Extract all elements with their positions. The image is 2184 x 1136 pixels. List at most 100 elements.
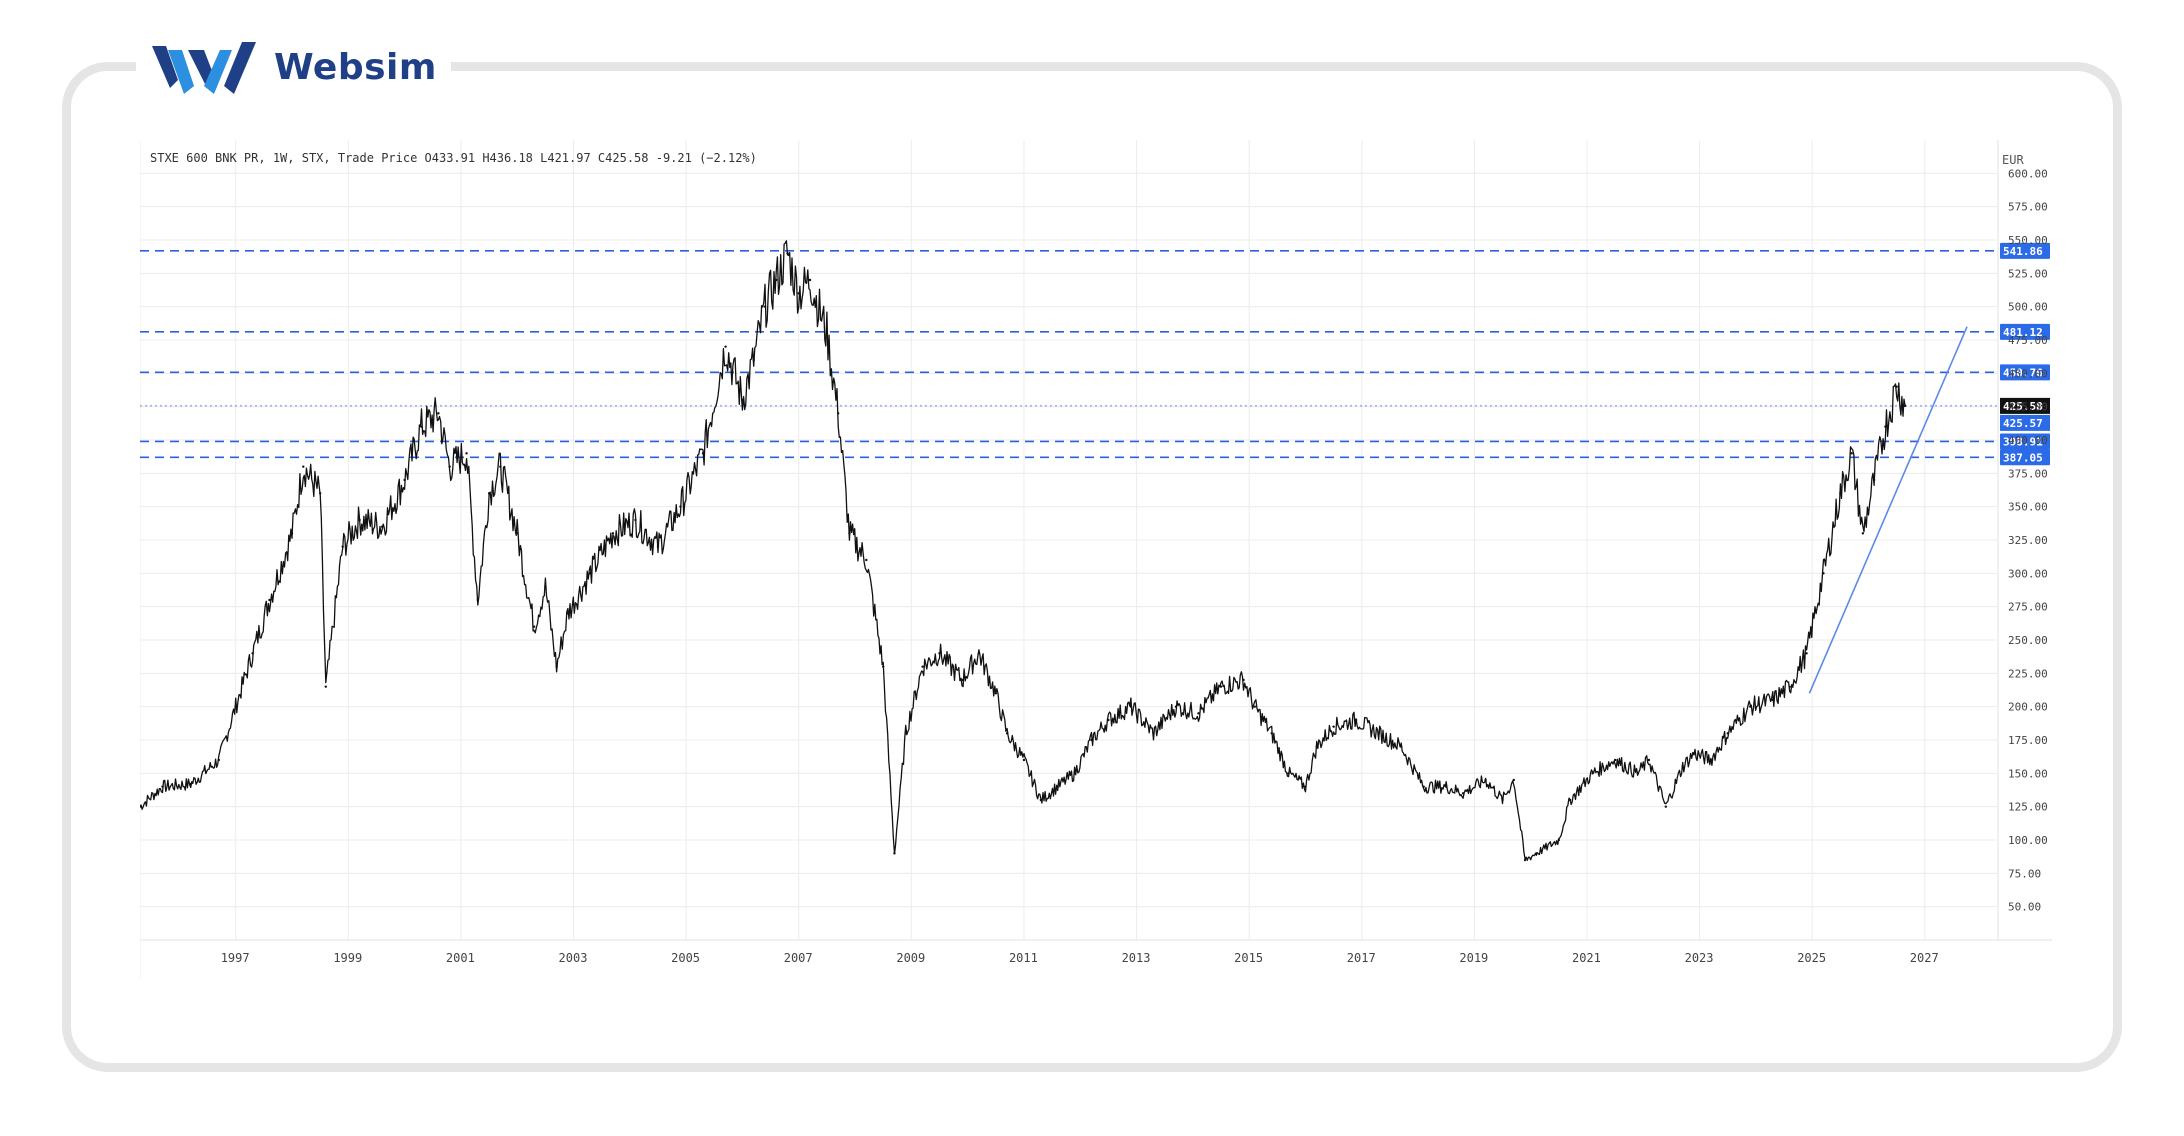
data-point [1664, 805, 1668, 808]
trendline [1808, 326, 1968, 694]
data-point [1850, 452, 1853, 455]
data-point [1512, 778, 1515, 782]
data-point [448, 465, 451, 468]
data-point [161, 785, 164, 788]
data-point [679, 505, 682, 508]
data-point [1895, 385, 1898, 388]
data-point [302, 465, 305, 468]
y-tick-label: 150.00 [2008, 767, 2048, 780]
data-point [1692, 752, 1696, 755]
level-label: 450.76 [2003, 366, 2043, 379]
data-point [318, 492, 322, 495]
x-tick-label: 1997 [221, 951, 250, 965]
brand-logo: Websim [136, 36, 451, 98]
data-point [532, 625, 536, 628]
data-point [1726, 732, 1729, 735]
data-point [1484, 778, 1487, 782]
data-point [1822, 572, 1825, 575]
brand-name: Websim [274, 46, 437, 88]
chart-background [140, 140, 2052, 980]
data-point [938, 652, 941, 655]
y-tick-label: 200.00 [2008, 701, 2048, 714]
data-point [1253, 705, 1257, 708]
data-point [1445, 785, 1448, 788]
y-tick-label: 275.00 [2008, 601, 2048, 614]
data-point [865, 558, 868, 562]
data-point [1005, 732, 1009, 735]
data-point [1354, 718, 1358, 722]
data-point [487, 492, 491, 495]
y-tick-label: 50.00 [2008, 901, 2041, 914]
y-axis: 600.00 575.00 550.00 525.00 500.00 475.00 450.… [2008, 167, 2048, 913]
data-point [1872, 478, 1876, 482]
data-point [1461, 792, 1465, 795]
y-tick-label: 525.00 [2008, 267, 2048, 280]
prev-price-badge [2000, 414, 2050, 431]
x-tick-label: 2019 [1459, 951, 1488, 965]
data-point [1839, 492, 1842, 495]
data-point [499, 465, 502, 468]
data-point [1557, 838, 1561, 842]
y-tick-label: 125.00 [2008, 801, 2048, 814]
x-tick-label: 2025 [1797, 951, 1826, 965]
level-badge [2000, 323, 2050, 340]
x-tick-label: 2007 [784, 951, 813, 965]
data-point [921, 665, 924, 668]
level-badge [2000, 449, 2050, 466]
data-point [189, 782, 192, 786]
data-point [1129, 705, 1133, 708]
series-group [138, 240, 1907, 862]
data-point [1613, 758, 1617, 762]
data-point [893, 852, 896, 855]
x-tick-label: 2015 [1234, 951, 1263, 965]
data-point [656, 545, 660, 548]
x-tick-label: 2027 [1910, 951, 1939, 965]
y-tick-label: 575.00 [2008, 201, 2048, 214]
y-tick-label: 225.00 [2008, 667, 2048, 680]
x-tick-label: 2023 [1685, 951, 1714, 965]
data-point [1152, 732, 1155, 735]
y-tick-label: 250.00 [2008, 634, 2048, 647]
data-point [1709, 758, 1713, 762]
data-point [358, 518, 361, 522]
data-point [516, 532, 519, 535]
chart-container[interactable]: 541.86 481.12 450.76 398.91 387.05 425.58 425.… [138, 140, 2052, 980]
price-series-line [139, 240, 1906, 861]
data-point [994, 692, 998, 695]
data-point [786, 252, 789, 255]
y-tick-label: 425.00 [2008, 401, 2048, 414]
websim-w-logo-icon [152, 42, 256, 94]
data-point [1771, 698, 1774, 702]
prev-price-label: 425.57 [2003, 417, 2043, 430]
data-point [724, 345, 727, 348]
y-tick-label: 325.00 [2008, 534, 2048, 547]
data-point [1788, 685, 1791, 688]
last-price-badge [2000, 397, 2050, 414]
price-chart[interactable]: 541.86481.12450.76398.91387.05425.58425.… [138, 140, 2052, 980]
data-point [1090, 738, 1093, 742]
y-tick-label: 300.00 [2008, 567, 2048, 580]
y-tick-label: 75.00 [2008, 867, 2041, 880]
data-point [763, 305, 767, 308]
y-tick-label: 175.00 [2008, 734, 2048, 747]
x-axis: 1997 1999 2001 2003 2005 2007 2009 2011 2013 2015… [221, 951, 1939, 965]
data-point [1304, 785, 1307, 788]
data-point [848, 532, 851, 535]
data-point [1039, 798, 1043, 802]
y-tick-label: 375.00 [2008, 467, 2048, 480]
data-point [1315, 745, 1318, 748]
data-point [1287, 772, 1290, 775]
data-point [1332, 725, 1335, 728]
x-tick-label: 1999 [333, 951, 362, 965]
data-point [960, 678, 964, 682]
level-badge [2000, 364, 2050, 381]
x-tick-label: 2009 [896, 951, 925, 965]
data-point [611, 532, 615, 535]
x-tick-label: 2021 [1572, 951, 1601, 965]
data-point [1861, 532, 1865, 535]
level-badge [2000, 433, 2050, 450]
y-tick-label: 350.00 [2008, 501, 2048, 514]
x-tick-label: 2003 [559, 951, 588, 965]
data-point [1242, 678, 1245, 682]
y-tick-label: 500.00 [2008, 301, 2048, 314]
